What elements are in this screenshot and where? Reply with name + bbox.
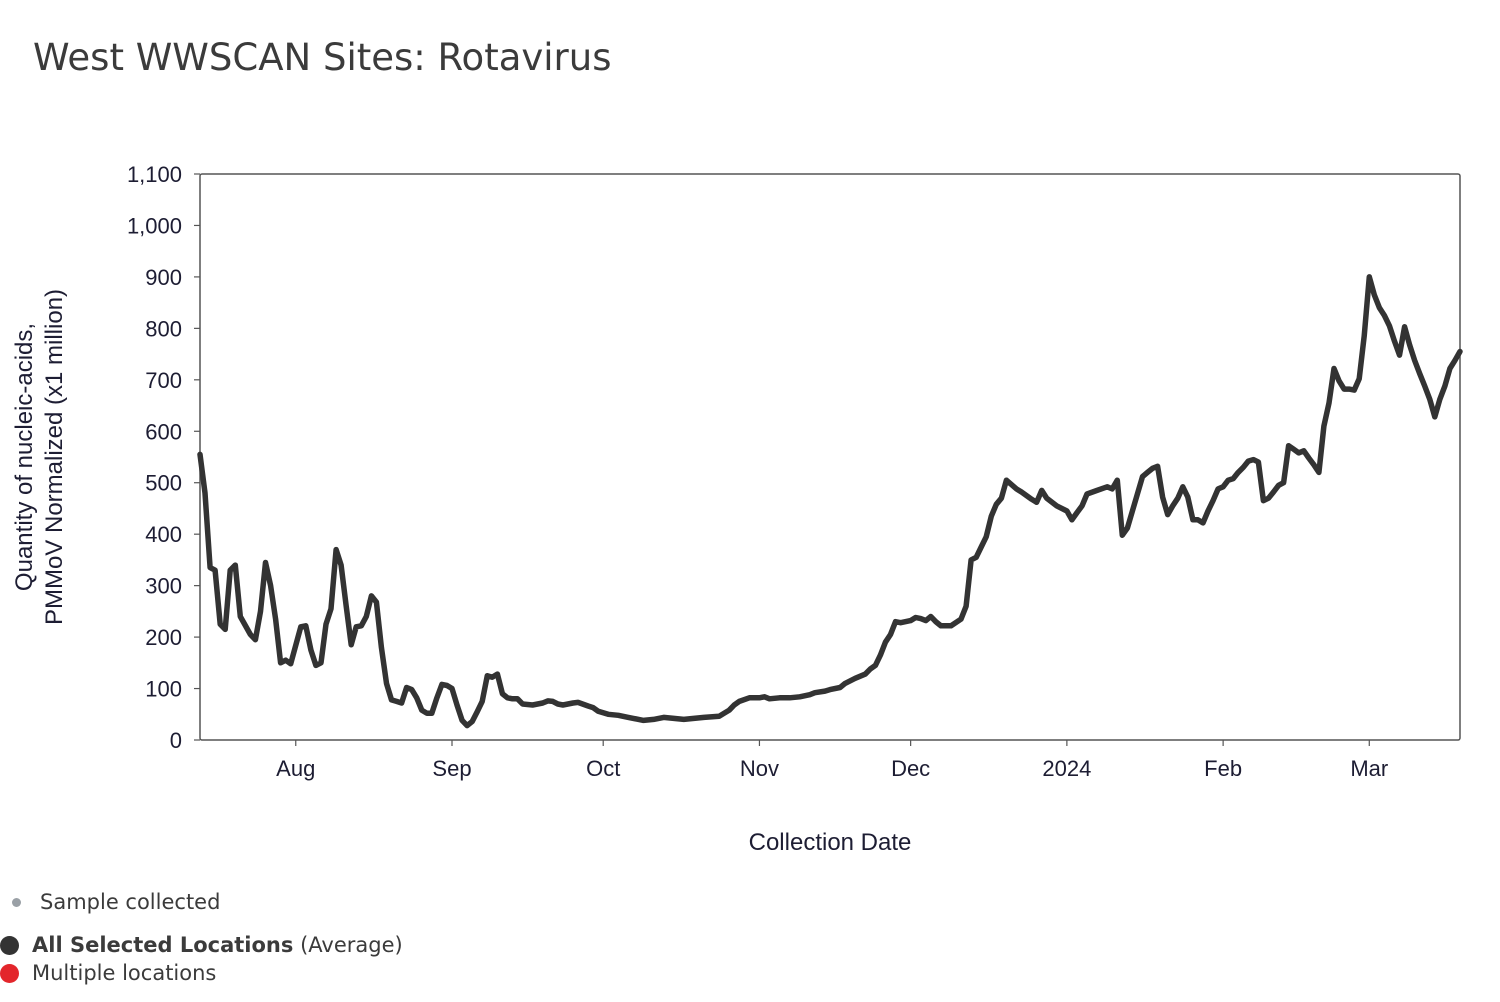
- y-axis-label-line: PMMoV Normalized (x1 million): [41, 289, 68, 625]
- sample-dot-icon: [12, 897, 21, 907]
- legend-item-selected[interactable]: All Selected Locations (Average): [0, 933, 403, 957]
- legend-item-sample[interactable]: Sample collected: [12, 890, 220, 914]
- y-tick-label: 500: [145, 471, 182, 496]
- legend-sample-label: Sample collected: [40, 890, 221, 914]
- y-tick-label: 0: [170, 728, 182, 753]
- legend-selected-suffix: (Average): [293, 933, 403, 957]
- chart-title: West WWSCAN Sites: Rotavirus: [33, 36, 612, 79]
- x-tick-label: Feb: [1204, 756, 1242, 781]
- plot-frame: [199, 173, 1461, 741]
- y-tick-label: 400: [145, 522, 182, 547]
- legend-item-multiple[interactable]: Multiple locations: [0, 961, 216, 985]
- y-axis-ticks: 0 100 200 300 400 500 600 700 800 900 1,000 1,100: [127, 162, 200, 753]
- y-axis-label: Quantity of nucleic-acids, PMMoV Normaliz…: [11, 289, 68, 625]
- selected-dot-icon: [0, 935, 19, 955]
- x-tick-label: Oct: [586, 756, 620, 781]
- y-tick-label: 900: [145, 265, 182, 290]
- multiple-dot-icon: [0, 963, 19, 983]
- x-tick-label: Aug: [276, 756, 315, 781]
- series-group: [197, 274, 1463, 729]
- x-tick-label: 2024: [1042, 756, 1091, 781]
- x-tick-label: Nov: [740, 756, 779, 781]
- x-tick-label: Sep: [432, 756, 471, 781]
- y-axis-label-line: Quantity of nucleic-acids,: [11, 323, 38, 591]
- legend-selected-label: All Selected Locations: [32, 933, 294, 957]
- y-tick-label: 200: [145, 625, 182, 650]
- legend-multiple-label: Multiple locations: [32, 961, 217, 985]
- y-tick-label: 300: [145, 574, 182, 599]
- y-tick-label: 1,100: [127, 162, 182, 187]
- x-tick-label: Mar: [1350, 756, 1388, 781]
- y-tick-label: 600: [145, 419, 182, 444]
- y-tick-label: 100: [145, 677, 182, 702]
- x-axis-label: Collection Date: [749, 829, 912, 856]
- x-tick-label: Dec: [891, 756, 930, 781]
- x-axis-ticks: Aug Sep Oct Nov Dec 2024 Feb Mar: [276, 740, 1388, 781]
- y-tick-label: 700: [145, 368, 182, 393]
- y-tick-label: 800: [145, 316, 182, 341]
- y-tick-label: 1,000: [127, 213, 182, 238]
- series-line[interactable]: [197, 274, 1463, 729]
